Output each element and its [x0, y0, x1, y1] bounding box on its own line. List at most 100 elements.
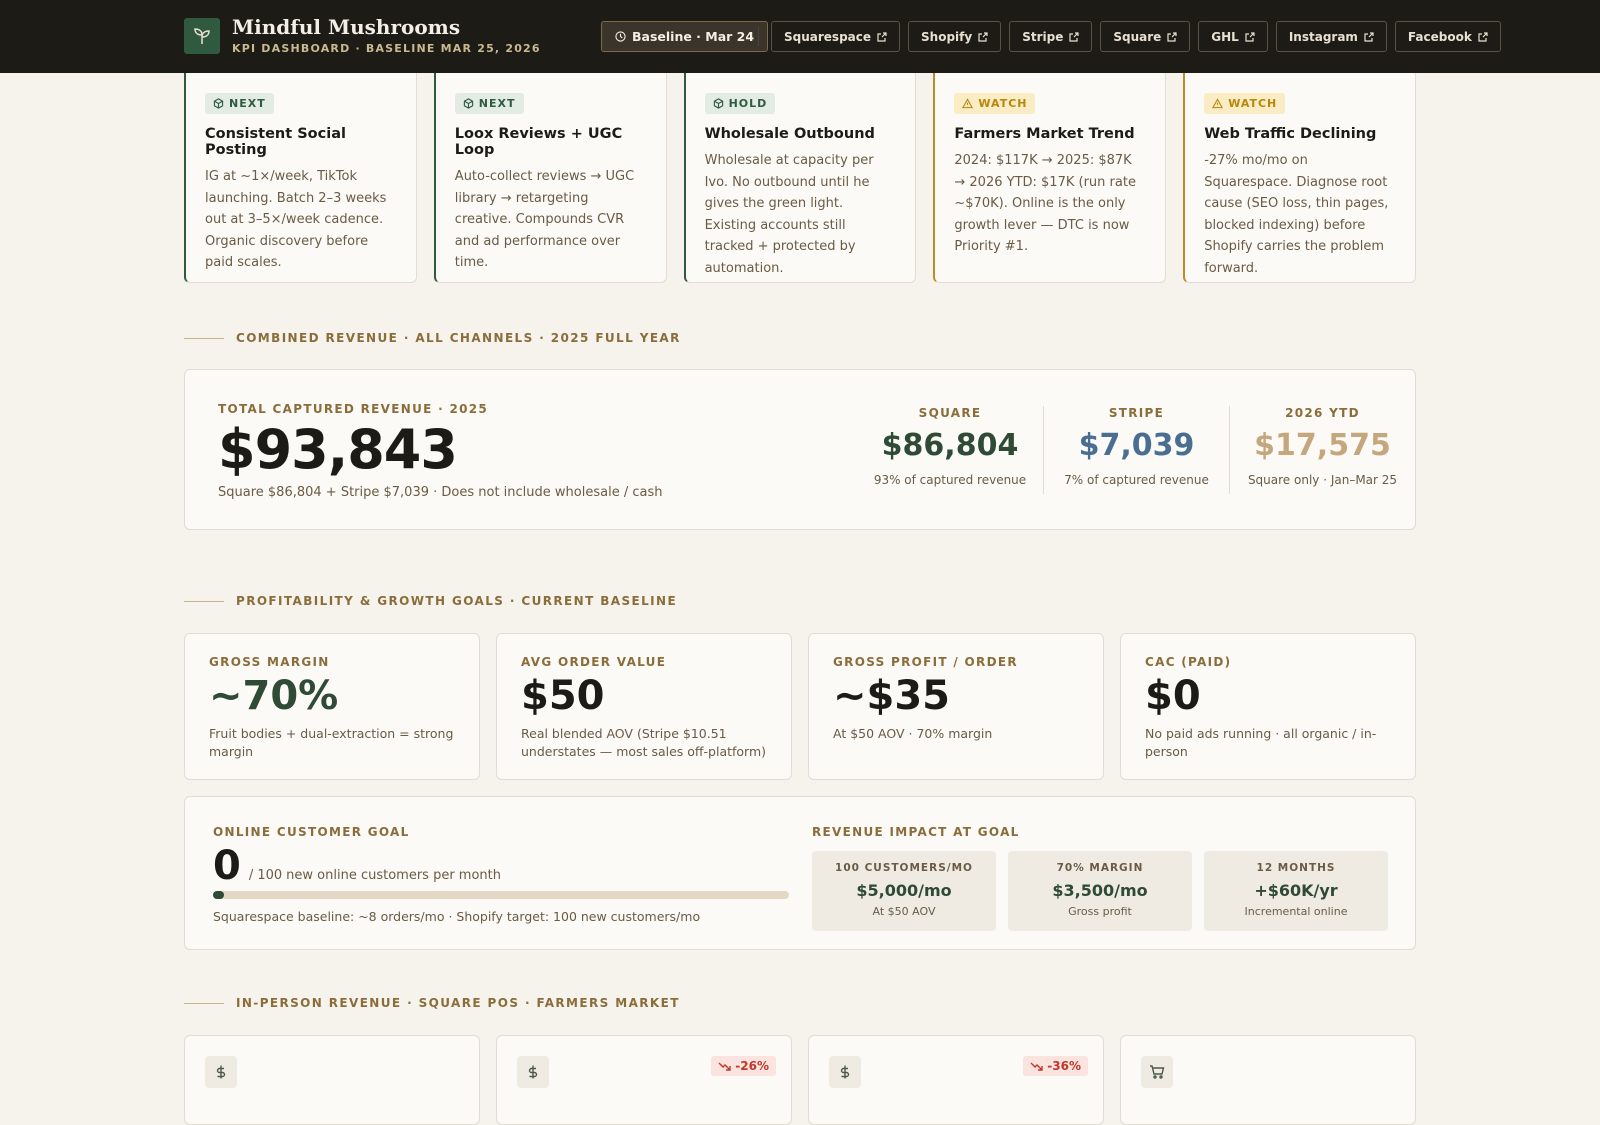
stat-label: SQUARE: [918, 406, 982, 420]
stat-note: 7% of captured revenue: [1064, 473, 1209, 487]
impact-note: Gross profit: [1068, 905, 1132, 918]
priority-body: 2024: $117K → 2025: $87K → 2026 YTD: $17…: [954, 153, 1136, 254]
dollar-icon: [216, 1065, 226, 1079]
inperson-card: [1120, 1035, 1416, 1125]
stat-value: $17,575: [1254, 428, 1391, 463]
priority-body: Wholesale at capacity per Ivo. No outbou…: [704, 153, 874, 276]
dollar-icon: [528, 1065, 538, 1079]
external-link[interactable]: GHL: [1198, 21, 1268, 52]
goal-unit: new online customers per month: [286, 868, 502, 883]
priority-title: Farmers Market Trend: [954, 126, 1135, 142]
kpi-note: No paid ads running · all organic / in-p…: [1145, 726, 1377, 759]
impact-box: 12 MONTHS +$60K/yr Incremental online: [1204, 851, 1388, 931]
revenue-stat: STRIPE $7,039 7% of captured revenue: [1043, 406, 1229, 494]
external-link[interactable]: Stripe: [1009, 21, 1093, 52]
change-value: -26%: [735, 1059, 769, 1073]
priority-tag: NEXT: [454, 93, 524, 114]
baseline-button[interactable]: Baseline · Mar 24: [601, 21, 769, 52]
inperson-card: -36%: [808, 1035, 1104, 1125]
kpi-card: CAC (PAID) $0 No paid ads running · all or…: [1120, 633, 1416, 780]
inperson-card: -26%: [496, 1035, 792, 1125]
tag-label: WATCH: [978, 97, 1028, 110]
priority-tag: WATCH: [1204, 93, 1286, 114]
inperson-cards: -26% -36%: [184, 1035, 1416, 1125]
priority-body: -27% mo/mo on Squarespace. Diagnose root…: [1204, 153, 1389, 276]
section-header: COMBINED REVENUE · ALL CHANNELS · 2025 F…: [184, 331, 681, 345]
stat-note: 93% of captured revenue: [873, 473, 1027, 487]
tag-icon: [463, 98, 473, 109]
tag-icon: [962, 98, 974, 109]
priority-card: HOLD Wholesale Outbound Wholesale at capa…: [683, 73, 917, 283]
section-rule: [184, 600, 224, 602]
kpi-note: Fruit bodies + dual-extraction = strong …: [209, 726, 454, 759]
external-icon: [1245, 31, 1255, 42]
external-link[interactable]: Shopify: [908, 21, 1002, 52]
kpi-value: ~70%: [209, 673, 339, 719]
impact-value: $3,500/mo: [1052, 881, 1148, 900]
external-link[interactable]: Facebook: [1394, 21, 1501, 52]
tag-label: NEXT: [229, 97, 266, 110]
revenue-stat: 2026 YTD $17,575 Square only · Jan–Mar 25: [1229, 406, 1415, 494]
revenue-stat: SQUARE $86,804 93% of captured revenue: [857, 406, 1043, 494]
impact-list: 100 CUSTOMERS/MO $5,000/mo At $50 AOV 70% M…: [812, 851, 1388, 931]
header: Mindful Mushrooms KPI DASHBOARD · BASELI…: [0, 0, 1600, 73]
progress-fill: [213, 891, 224, 899]
external-icon: [1167, 31, 1177, 42]
trend-icon: [1030, 1062, 1043, 1071]
section-title: IN-PERSON REVENUE · SQUARE POS · FARMERS…: [236, 996, 680, 1010]
priority-cards: NEXT Consistent Social Posting IG at ~1×/…: [184, 73, 1416, 283]
clock-icon: [615, 31, 626, 42]
impact-note: Incremental online: [1244, 905, 1348, 918]
kpi-label: AVG ORDER VALUE: [521, 655, 667, 669]
change-badge: -26%: [711, 1056, 776, 1076]
trend-icon: [718, 1062, 731, 1071]
external-icon: [877, 31, 887, 42]
cart-icon: [1150, 1065, 1165, 1079]
inperson-card: [184, 1035, 480, 1125]
impact-note: At $50 AOV: [872, 905, 936, 918]
priority-title: Web Traffic Declining: [1204, 126, 1377, 142]
kpi-value: $0: [1145, 673, 1201, 719]
priority-tag: HOLD: [704, 93, 776, 114]
priority-tag: NEXT: [205, 93, 274, 114]
external-icon: [1364, 31, 1374, 42]
stat-note: Square only · Jan–Mar 25: [1247, 473, 1398, 487]
priority-card: NEXT Loox Reviews + UGC Loop Auto-collect…: [433, 73, 667, 283]
kpi-cards: GROSS MARGIN ~70% Fruit bodies + dual-extr…: [184, 633, 1416, 780]
logo: [184, 18, 220, 54]
section-rule: [184, 337, 224, 339]
kpi-label: CAC (PAID): [1145, 655, 1232, 669]
section-title: PROFITABILITY & GROWTH GOALS · CURRENT B…: [236, 594, 678, 608]
priority-body: IG at ~1×/week, TikTok launching. Batch …: [205, 169, 387, 270]
impact-item-label: 100 CUSTOMERS/MO: [835, 862, 973, 874]
baseline-label: Baseline · Mar 24: [632, 29, 755, 44]
goal-target: / 100: [248, 868, 283, 883]
link-label: Shopify: [921, 29, 973, 44]
kpi-card: GROSS PROFIT / ORDER ~$35 At $50 AOV · 70%…: [808, 633, 1104, 780]
goal-note: Squarespace baseline: ~8 orders/mo · Sho…: [213, 909, 701, 924]
link-label: GHL: [1211, 29, 1239, 44]
impact-item-label: 12 MONTHS: [1256, 862, 1336, 874]
tag-label: WATCH: [1228, 97, 1278, 110]
tag-label: HOLD: [728, 97, 768, 110]
external-link[interactable]: Instagram: [1275, 21, 1387, 52]
change-value: -36%: [1047, 1059, 1081, 1073]
revenue-breakdown: SQUARE $86,804 93% of captured revenue STRI…: [857, 406, 1415, 494]
priority-tag: WATCH: [954, 93, 1036, 114]
separator: [758, 27, 759, 46]
icon-box: [517, 1056, 549, 1088]
kpi-value: ~$35: [833, 673, 951, 719]
impact-box: 100 CUSTOMERS/MO $5,000/mo At $50 AOV: [812, 851, 996, 931]
kpi-card: AVG ORDER VALUE $50 Real blended AOV (Stri…: [496, 633, 792, 780]
change-badge: -36%: [1023, 1056, 1088, 1076]
dollar-icon: [840, 1065, 850, 1079]
kpi-note: Real blended AOV (Stripe $10.51 understa…: [521, 726, 767, 759]
priority-body: Auto-collect reviews → UGC library → ret…: [454, 169, 635, 270]
kpi-label: GROSS MARGIN: [209, 655, 330, 669]
kpi-card: GROSS MARGIN ~70% Fruit bodies + dual-extr…: [184, 633, 480, 780]
external-link[interactable]: Squarespace: [771, 21, 901, 52]
priority-title: Loox Reviews + UGC Loop: [454, 126, 623, 158]
external-icon: [1069, 31, 1079, 42]
brand-title: Mindful Mushrooms: [232, 15, 461, 39]
external-link[interactable]: Square: [1100, 21, 1191, 52]
